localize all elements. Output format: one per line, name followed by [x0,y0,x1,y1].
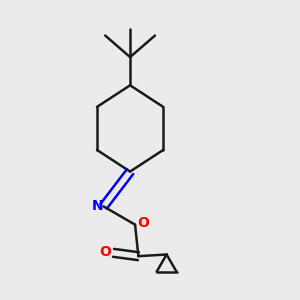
Text: N: N [92,199,103,213]
Text: O: O [137,216,149,230]
Text: O: O [99,245,111,259]
